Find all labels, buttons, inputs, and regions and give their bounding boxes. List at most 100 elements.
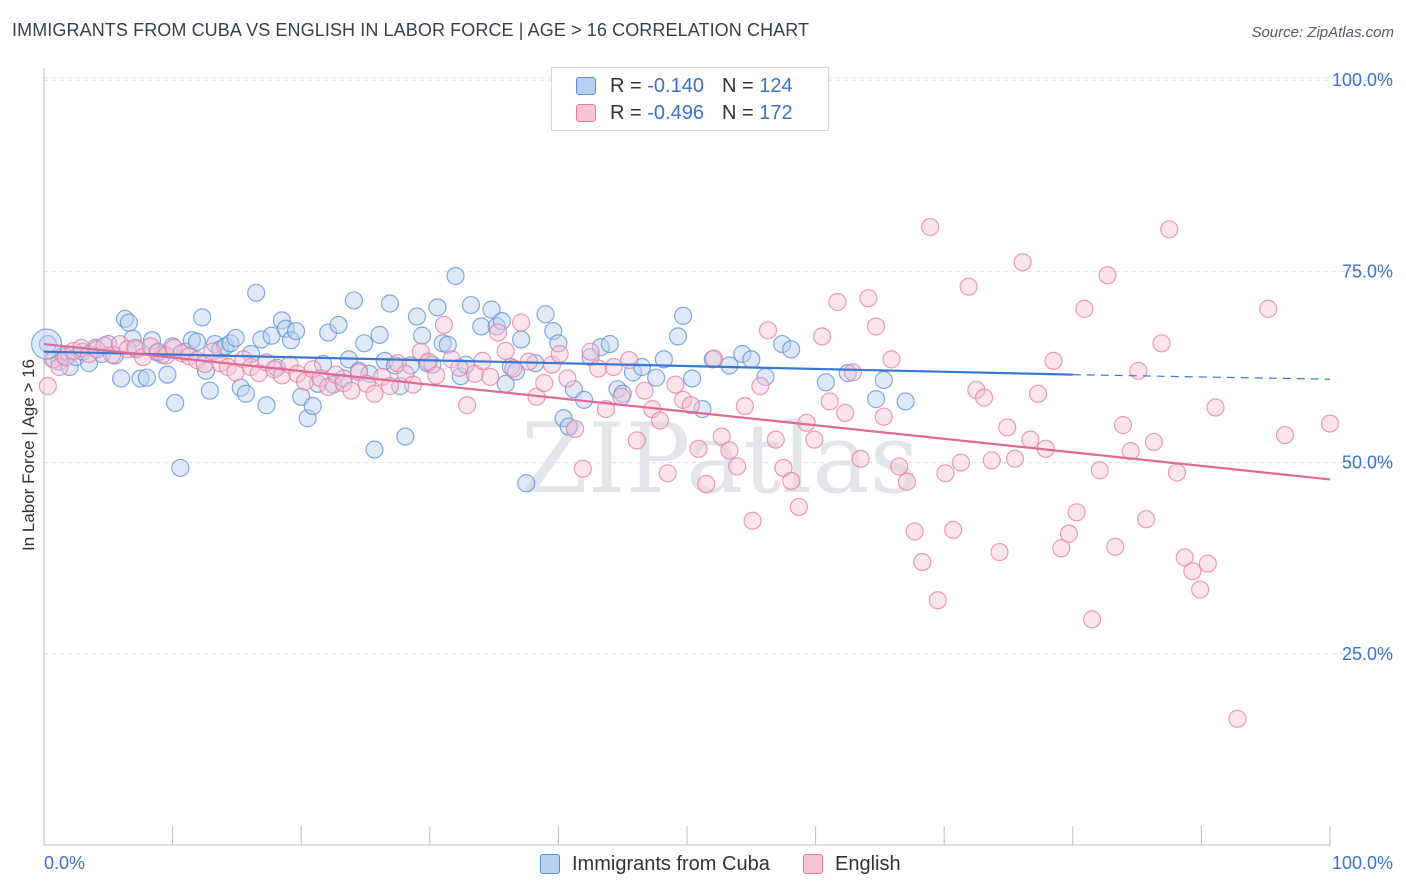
point-english <box>620 351 639 370</box>
point-english <box>627 431 646 450</box>
point-cuba <box>365 440 384 459</box>
point-english <box>720 441 739 460</box>
point-cuba <box>137 368 156 387</box>
bottom-legend-label-english: English <box>835 852 901 875</box>
point-english <box>1167 463 1187 482</box>
trend-line-cuba <box>43 350 1073 376</box>
point-english <box>1013 253 1032 272</box>
point-english <box>1198 554 1217 573</box>
point-english <box>990 542 1009 562</box>
point-english <box>612 387 631 406</box>
point-english <box>1028 384 1048 403</box>
point-english <box>1106 537 1125 556</box>
legend-r-value: -0.496 <box>647 101 704 124</box>
legend-r-label: R = <box>610 101 642 124</box>
point-cuba <box>187 332 207 351</box>
point-english <box>1129 361 1148 380</box>
point-cuba <box>896 392 915 411</box>
point-cuba <box>668 327 688 346</box>
point-english <box>1067 503 1086 522</box>
point-english <box>944 520 963 540</box>
x-tick-label: 100.0% <box>1332 853 1393 873</box>
point-english <box>1059 524 1079 543</box>
y-tick-label: 25.0% <box>1342 644 1393 664</box>
point-english <box>1144 432 1163 452</box>
point-english <box>427 366 446 385</box>
point-english <box>658 464 677 483</box>
point-cuba <box>600 334 619 354</box>
point-cuba <box>733 344 752 364</box>
point-english <box>681 396 700 415</box>
legend-n-value: 124 <box>759 74 793 97</box>
point-english <box>596 399 616 419</box>
point-cuba <box>200 381 219 400</box>
point-english <box>50 357 69 377</box>
point-english <box>735 396 754 416</box>
point-cuba <box>131 369 150 388</box>
point-english <box>1175 548 1194 567</box>
point-english <box>1206 398 1225 417</box>
bottom-legend-label-cuba: Immigrants from Cuba <box>572 852 770 875</box>
point-english <box>959 277 978 296</box>
point-cuba <box>428 298 447 317</box>
bottom-legend-english: English <box>803 851 901 877</box>
point-english <box>1320 414 1340 433</box>
point-english <box>982 451 1001 470</box>
point-english <box>897 472 917 491</box>
point-cuba <box>613 384 632 403</box>
point-english <box>535 373 554 393</box>
point-english <box>504 359 523 378</box>
y-tick-label: 75.0% <box>1342 261 1393 281</box>
point-english <box>1183 562 1202 581</box>
point-english <box>512 313 531 332</box>
point-cuba <box>226 328 245 348</box>
point-english <box>890 457 909 476</box>
point-english <box>1052 539 1071 558</box>
point-english <box>558 369 577 388</box>
point-english <box>967 380 986 400</box>
trend-line-cuba-extension <box>1072 374 1331 380</box>
point-english <box>751 377 770 396</box>
point-english <box>1090 461 1109 480</box>
tick-labels: 25.0% 50.0% 75.0% 100.0% 0.0% 100.0% <box>44 70 1393 873</box>
point-cuba <box>112 369 131 388</box>
point-english <box>704 349 724 368</box>
point-english <box>434 315 454 335</box>
point-english <box>913 552 932 572</box>
point-english <box>836 403 855 422</box>
point-english <box>1098 266 1117 285</box>
point-english <box>635 381 654 400</box>
point-cuba <box>647 368 666 387</box>
point-cuba <box>286 321 306 341</box>
point-cuba <box>329 315 348 335</box>
point-english <box>882 350 901 369</box>
point-english <box>789 497 808 517</box>
point-english <box>450 358 469 377</box>
point-english <box>38 377 57 396</box>
point-cuba <box>412 326 432 345</box>
point-english <box>936 464 955 483</box>
y-axis-label: In Labor Force | Age > 16 <box>19 359 38 551</box>
point-english <box>589 359 608 378</box>
point-english <box>1075 299 1094 318</box>
point-english <box>1113 416 1133 435</box>
point-english <box>866 317 886 336</box>
point-cuba <box>461 295 481 315</box>
point-english <box>920 217 940 237</box>
data-points <box>30 217 1340 728</box>
point-cuba <box>720 356 739 375</box>
point-cuba <box>482 300 501 319</box>
point-cuba <box>703 350 722 369</box>
point-cuba <box>487 317 506 336</box>
point-cuba <box>319 323 338 342</box>
y-tick-label: 100.0% <box>1332 70 1393 90</box>
point-english <box>666 375 685 394</box>
point-english <box>481 367 500 387</box>
point-cuba <box>512 330 531 349</box>
point-english <box>812 327 832 346</box>
point-english <box>496 341 515 361</box>
point-cuba <box>370 325 389 344</box>
point-cuba <box>380 294 400 313</box>
stats-legend: R = -0.140 N = 124 R = -0.496 N = 172 <box>551 67 829 131</box>
